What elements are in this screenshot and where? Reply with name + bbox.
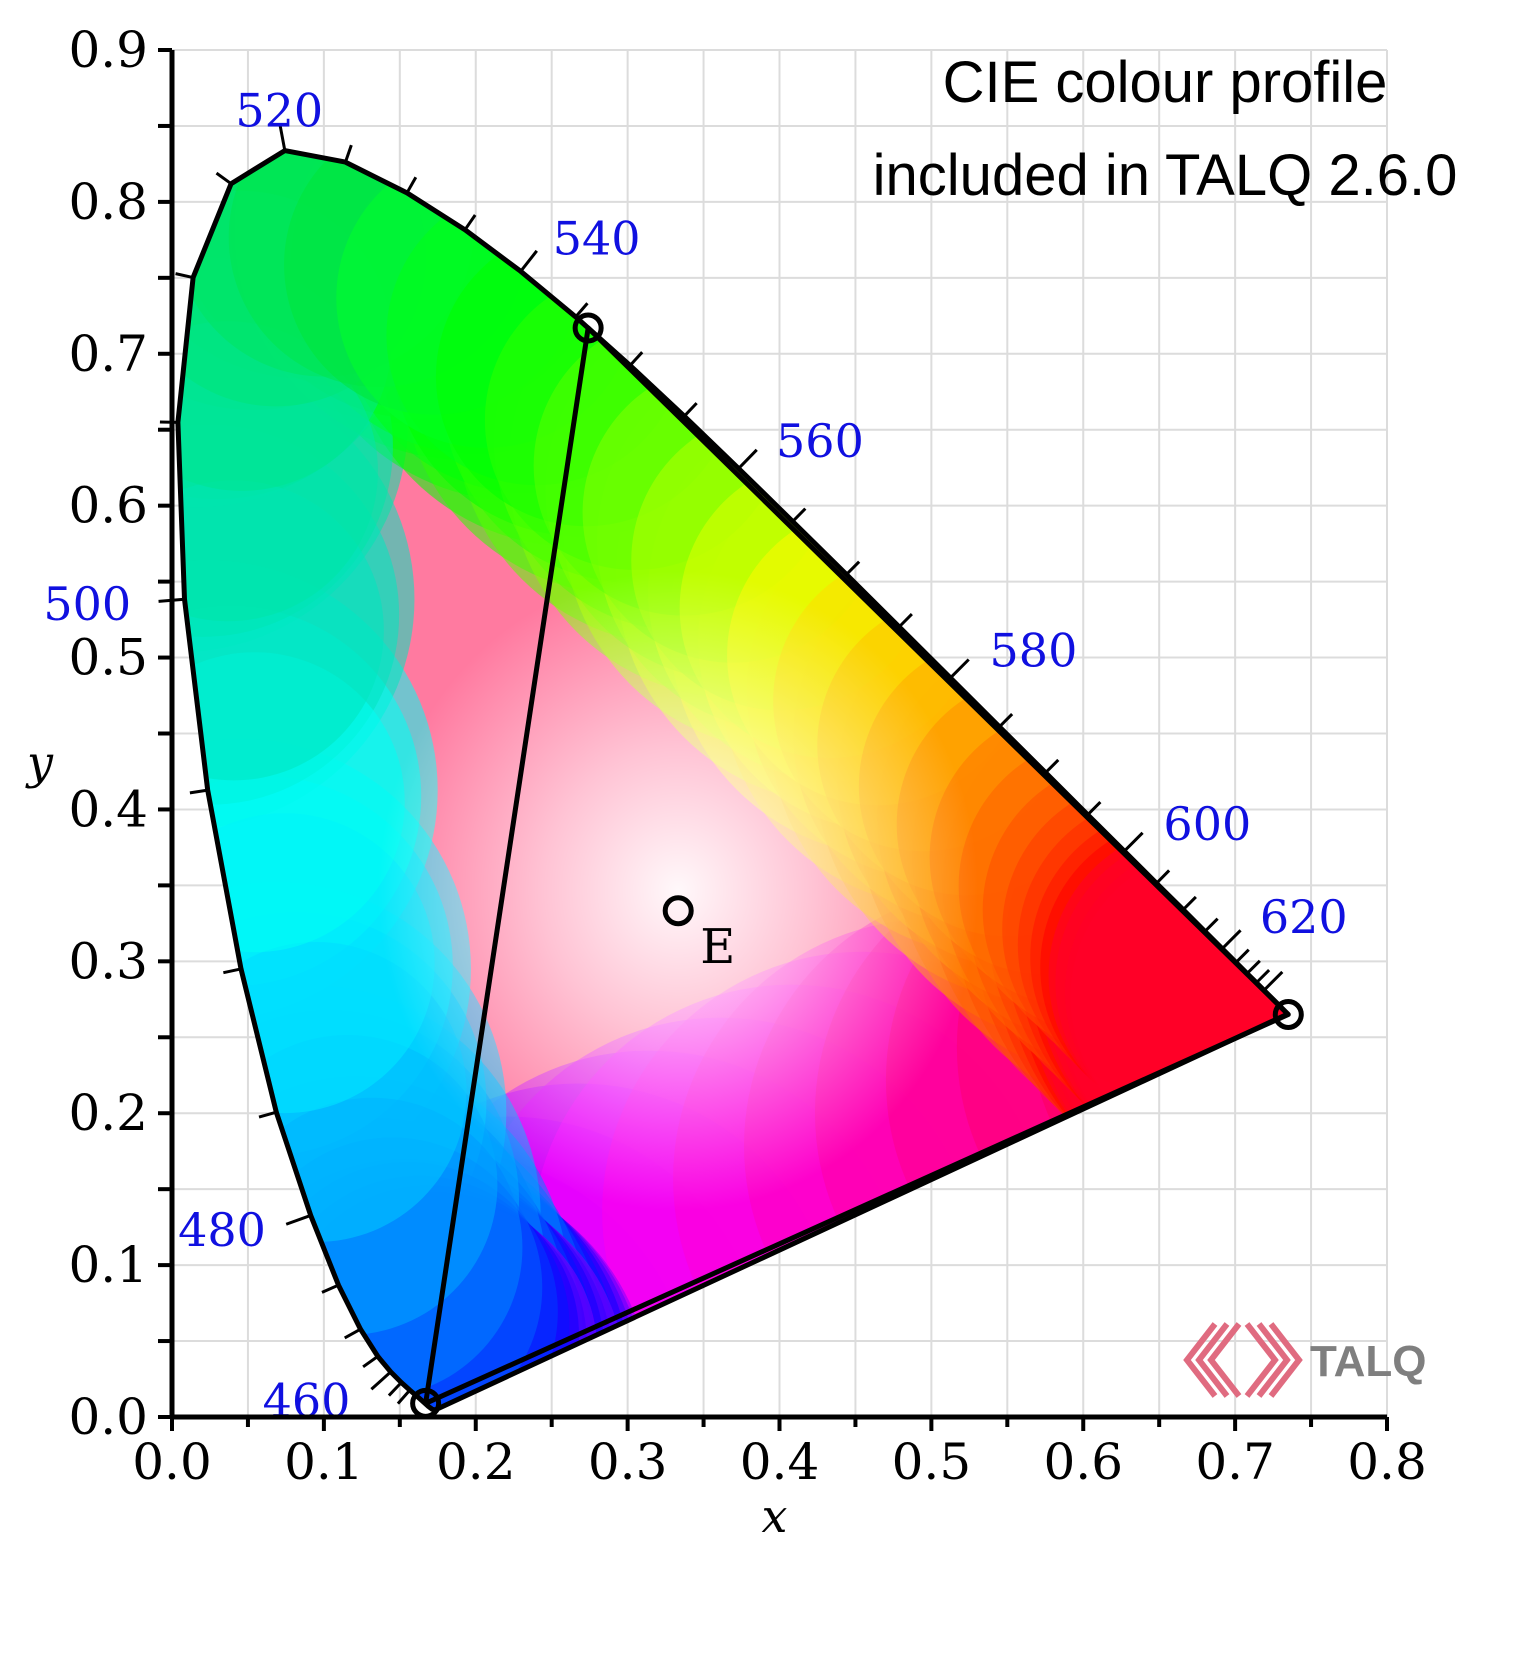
talq-logo-text: TALQ <box>1310 1337 1427 1386</box>
wavelength-tick <box>1155 869 1171 885</box>
wavelength-tick <box>1234 948 1250 964</box>
wavelength-tick <box>258 1110 277 1119</box>
y-tick-label: 0.2 <box>68 1084 148 1142</box>
wavelength-tick <box>1255 968 1271 984</box>
wavelength-tick <box>370 1370 392 1391</box>
locus-colour-blob <box>1070 847 1288 1148</box>
wavelength-label: 620 <box>1260 890 1348 944</box>
x-tick-label: 0.1 <box>284 1433 364 1491</box>
wavelength-tick <box>683 402 698 418</box>
wavelength-tick <box>949 658 970 679</box>
wavelength-tick <box>362 1355 379 1369</box>
wavelength-tick <box>405 176 418 194</box>
gamut-triangle-outline <box>423 325 1291 1406</box>
wavelength-tick <box>574 302 589 318</box>
gamut-primary-green <box>572 312 604 344</box>
y-tick-label: 0.5 <box>68 629 148 687</box>
wavelength-label: 540 <box>553 212 641 266</box>
axes: 0.0 0.1 0.2 0.3 0.4 0.5 0.6 0.7 0.8 0.0 0.1 0.2 0.3 0… <box>25 21 1427 1543</box>
y-tick-label: 0.6 <box>68 477 148 535</box>
wavelength-tick <box>898 613 913 628</box>
wavelength-tick <box>1086 800 1102 816</box>
wavelength-tick <box>1044 758 1060 774</box>
wavelength-tick <box>343 1327 362 1340</box>
wavelength-tick <box>463 214 477 231</box>
wavelength-label: 600 <box>1163 797 1251 851</box>
x-tick-label: 0.7 <box>1195 1433 1275 1491</box>
x-tick-label: 0.8 <box>1347 1433 1427 1491</box>
gamut-primary-red <box>1272 998 1304 1030</box>
wavelength-tick <box>278 124 287 151</box>
y-tick-label: 0.0 <box>68 1388 148 1446</box>
x-axis-label: x <box>762 1489 788 1543</box>
x-tick-label: 0.3 <box>588 1433 668 1491</box>
wavelength-tick <box>1221 929 1242 950</box>
gamut-triangle: E <box>410 312 1304 1419</box>
chart-title-line-2: included in TALQ 2.6.0 <box>873 143 1458 208</box>
wavelength-label: 580 <box>990 624 1078 678</box>
wavelength-tick <box>344 144 353 163</box>
wavelength-tick <box>1203 917 1219 933</box>
y-tick-label: 0.3 <box>68 932 148 990</box>
wavelength-tick <box>737 448 758 470</box>
x-tick-label: 0.2 <box>436 1433 516 1491</box>
y-axis-label: y <box>25 736 54 790</box>
wavelength-tick <box>628 351 644 367</box>
wavelength-tick <box>215 171 232 185</box>
x-tick-label: 0.5 <box>892 1433 972 1491</box>
wavelength-label: 560 <box>776 414 864 468</box>
white-point-marker <box>662 895 694 927</box>
y-tick-label: 0.9 <box>68 21 148 79</box>
wavelength-label: 480 <box>178 1203 266 1257</box>
wavelength-tick <box>998 713 1014 728</box>
x-tick-label: 0.6 <box>1043 1433 1123 1491</box>
y-tick-label: 0.4 <box>68 780 148 838</box>
wavelength-tick <box>189 788 208 795</box>
chart-title-line-1: CIE colour profile <box>943 50 1388 115</box>
wavelength-tick <box>791 507 807 523</box>
wavelength-tick <box>285 1214 312 1226</box>
talq-logo: TALQ <box>1183 1322 1427 1398</box>
wavelength-tick <box>175 272 194 279</box>
x-tick-label: 0.4 <box>740 1433 820 1491</box>
wavelength-label: 500 <box>43 577 131 631</box>
wavelength-label: 520 <box>235 84 323 138</box>
wavelength-tick <box>1123 831 1144 853</box>
wavelength-tick <box>845 560 861 576</box>
wavelength-tick <box>1262 970 1284 992</box>
wavelength-tick <box>519 249 538 273</box>
wavelength-tick <box>396 1389 411 1405</box>
wavelength-tick <box>387 1381 403 1397</box>
y-tick-label: 0.8 <box>68 173 148 231</box>
y-tick-label: 0.1 <box>68 1236 148 1294</box>
x-tick-label: 0.0 <box>132 1433 212 1491</box>
wavelength-tick <box>1246 959 1261 975</box>
talq-logo-icon <box>1183 1322 1303 1398</box>
wavelength-tick <box>223 967 242 975</box>
white-point-label: E <box>700 919 735 975</box>
y-tick-label: 0.7 <box>68 325 148 383</box>
wavelength-tick <box>321 1283 340 1294</box>
wavelength-tick <box>1182 895 1197 911</box>
